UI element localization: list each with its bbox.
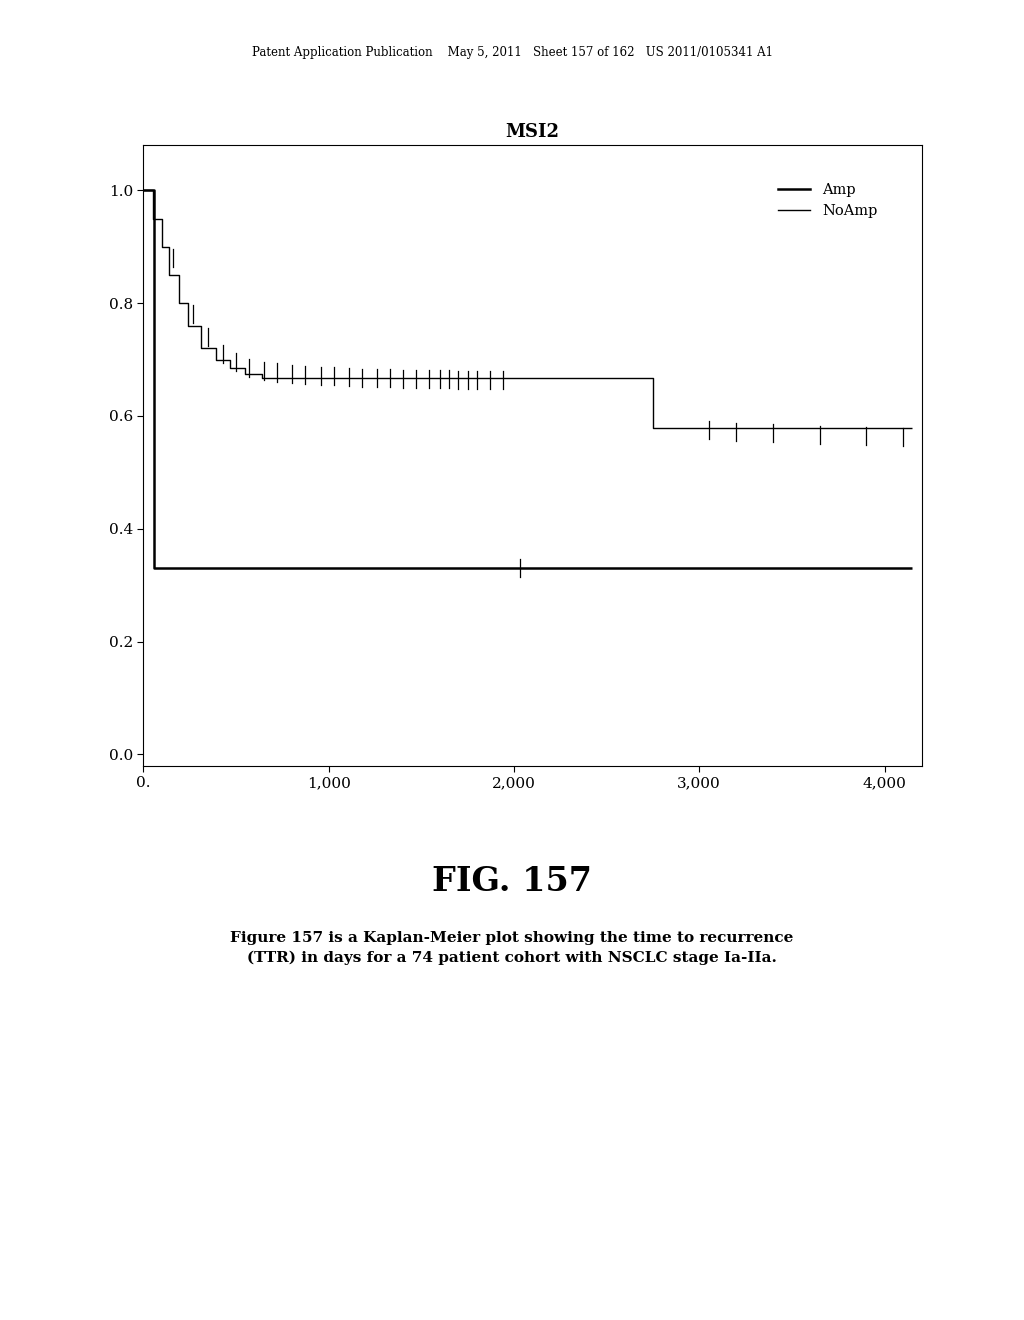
Text: Figure 157 is a Kaplan-Meier plot showing the time to recurrence
(TTR) in days f: Figure 157 is a Kaplan-Meier plot showin…: [230, 931, 794, 965]
Text: Patent Application Publication    May 5, 2011   Sheet 157 of 162   US 2011/01053: Patent Application Publication May 5, 20…: [252, 46, 772, 59]
Text: FIG. 157: FIG. 157: [432, 865, 592, 898]
Title: MSI2: MSI2: [506, 123, 559, 141]
Legend: Amp, NoAmp: Amp, NoAmp: [772, 177, 883, 224]
